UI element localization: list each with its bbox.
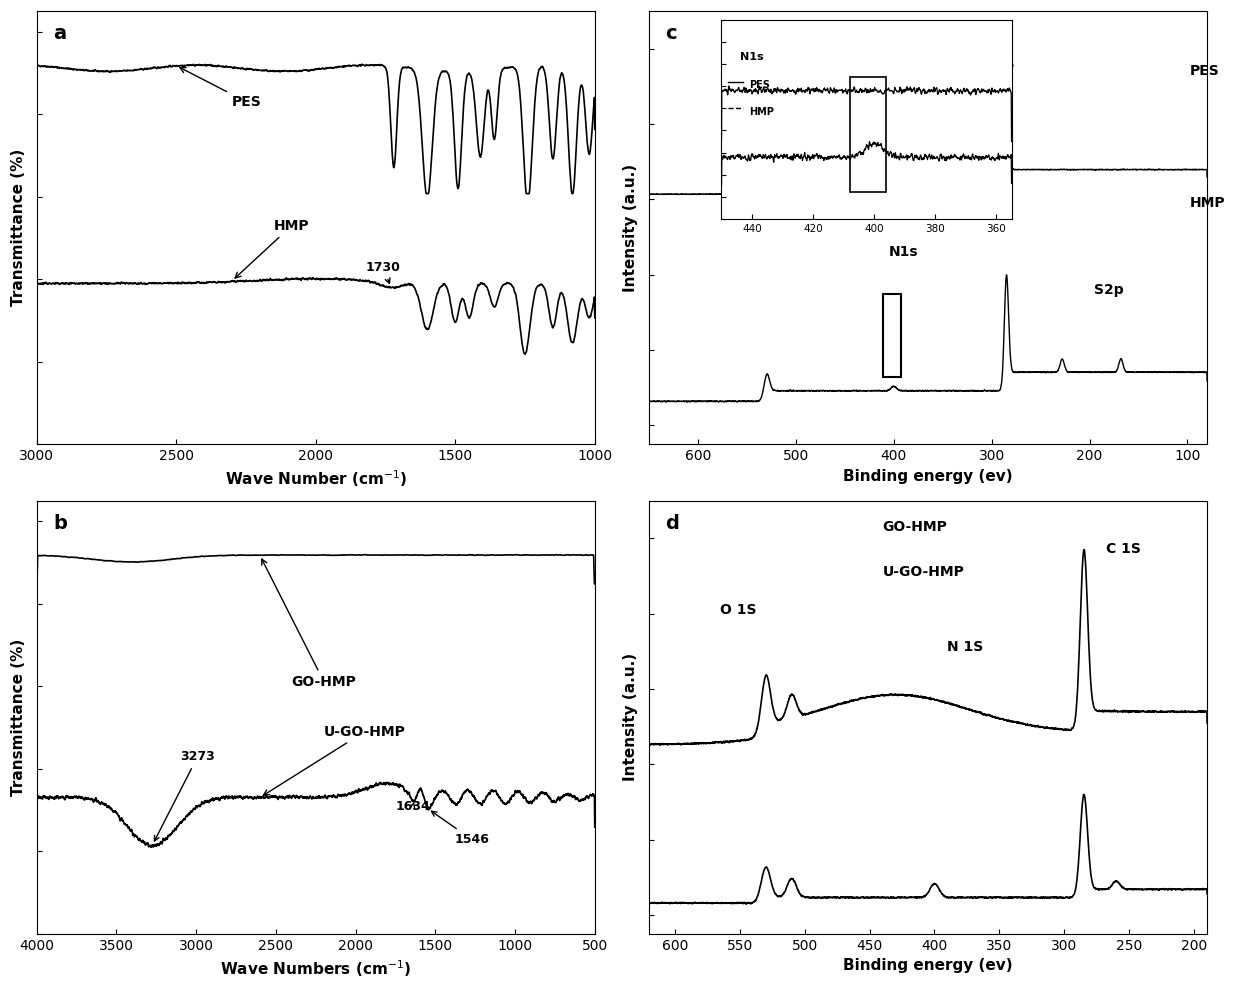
Bar bbox=[883, 294, 900, 376]
Text: O 1S: O 1S bbox=[720, 603, 756, 617]
Text: c: c bbox=[666, 24, 677, 44]
Text: U-GO-HMP: U-GO-HMP bbox=[263, 725, 405, 795]
Text: S2p: S2p bbox=[1095, 282, 1123, 297]
Text: d: d bbox=[666, 514, 680, 533]
Y-axis label: Intensity (a.u.): Intensity (a.u.) bbox=[624, 163, 639, 292]
Y-axis label: Transmittance (%): Transmittance (%) bbox=[11, 639, 26, 796]
Text: GO-HMP: GO-HMP bbox=[883, 520, 947, 534]
Text: O1s: O1s bbox=[742, 113, 771, 127]
Text: GO-HMP: GO-HMP bbox=[262, 559, 357, 689]
Text: 1730: 1730 bbox=[366, 261, 401, 283]
Text: 1546: 1546 bbox=[432, 811, 490, 846]
Text: b: b bbox=[53, 514, 67, 533]
X-axis label: Wave Numbers (cm$^{-1}$): Wave Numbers (cm$^{-1}$) bbox=[219, 958, 412, 979]
Text: HMP: HMP bbox=[1189, 196, 1225, 210]
X-axis label: Binding energy (ev): Binding energy (ev) bbox=[843, 958, 1013, 973]
Text: a: a bbox=[53, 24, 67, 44]
Text: HMP: HMP bbox=[236, 219, 310, 278]
Text: PES: PES bbox=[1189, 64, 1219, 78]
Text: 3273: 3273 bbox=[155, 750, 215, 841]
Y-axis label: Intensity (a.u.): Intensity (a.u.) bbox=[624, 653, 639, 781]
Y-axis label: Transmittance (%): Transmittance (%) bbox=[11, 149, 26, 306]
Text: C 1S: C 1S bbox=[1106, 543, 1141, 556]
Text: PES: PES bbox=[180, 67, 262, 109]
Text: C1s: C1s bbox=[987, 56, 1016, 70]
X-axis label: Binding energy (ev): Binding energy (ev) bbox=[843, 468, 1013, 484]
Text: N1s: N1s bbox=[889, 245, 919, 259]
Text: U-GO-HMP: U-GO-HMP bbox=[883, 565, 965, 579]
Text: 1634: 1634 bbox=[396, 800, 430, 813]
Text: N 1S: N 1S bbox=[947, 641, 983, 654]
X-axis label: Wave Number (cm$^{-1}$): Wave Number (cm$^{-1}$) bbox=[224, 468, 407, 489]
